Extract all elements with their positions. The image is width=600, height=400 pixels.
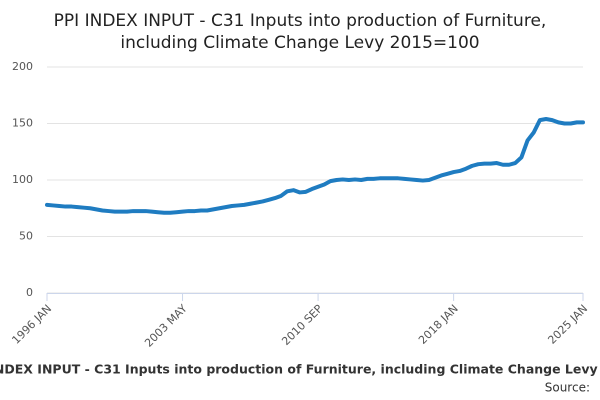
y-tick-label: 100 xyxy=(12,173,33,186)
x-tick-label: 2018 JAN xyxy=(416,302,461,347)
y-tick-label: 0 xyxy=(26,286,33,299)
chart-title: including Climate Change Levy 2015=100 xyxy=(120,33,479,53)
x-tick-label: 2010 SEP xyxy=(279,302,325,348)
y-tick-label: 150 xyxy=(12,117,33,130)
footer-source: Source: xyxy=(545,381,590,395)
y-tick-label: 50 xyxy=(19,230,33,243)
chart-title: PPI INDEX INPUT - C31 Inputs into produc… xyxy=(54,11,547,31)
y-tick-label: 200 xyxy=(12,60,33,73)
footer-title: INDEX INPUT - C31 Inputs into production… xyxy=(0,362,600,377)
x-tick-label: 2003 MAY xyxy=(142,302,190,350)
x-tick-label: 1996 JAN xyxy=(9,302,54,347)
x-tick-label: 2025 JAN xyxy=(545,302,590,347)
data-line xyxy=(45,116,585,215)
